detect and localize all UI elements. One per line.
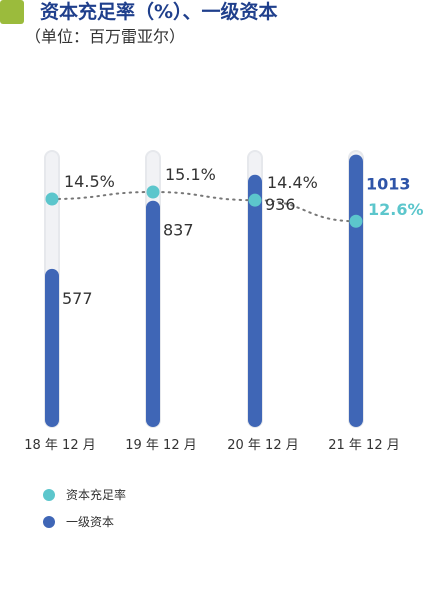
capital-label: 1013 xyxy=(366,175,411,194)
rate-label: 15.1% xyxy=(165,165,216,184)
legend-label-rate: 资本充足率 xyxy=(66,488,127,502)
legend-dot-icon-capital xyxy=(43,515,55,528)
rate-label: 12.6% xyxy=(368,200,424,219)
category-label: 18 年 12 月 xyxy=(24,438,95,453)
rate-point xyxy=(349,214,363,228)
capital-label: 936 xyxy=(265,195,296,214)
category-label: 19 年 12 月 xyxy=(125,438,196,453)
chart-subtitle: （单位：百万雷亚尔） xyxy=(25,27,186,46)
rate-label: 14.4% xyxy=(267,173,318,192)
chart-title: 资本充足率（%）、一级资本 xyxy=(40,1,278,23)
legend-label-capital: 一级资本 xyxy=(66,515,115,529)
rate-point xyxy=(45,192,59,206)
capital-bar xyxy=(349,154,363,427)
title-marker xyxy=(0,0,24,24)
capital-bar xyxy=(146,200,160,427)
category-label: 20 年 12 月 xyxy=(227,438,298,453)
capital-chart: 14.5% 15.1% 14.4% 12.6% 577 837 936 1013 18 年 12… xyxy=(24,150,424,453)
rate-dotted-line xyxy=(51,190,357,223)
capital-label: 577 xyxy=(62,289,93,308)
capital-label: 837 xyxy=(163,221,194,240)
capital-bar xyxy=(45,268,59,427)
rate-point xyxy=(146,185,160,199)
category-label: 21 年 12 月 xyxy=(328,438,399,453)
legend-dot-icon-rate xyxy=(43,488,55,501)
legend-item-capital: 一级资本 xyxy=(43,513,114,530)
rate-label: 14.5% xyxy=(64,172,115,191)
capital-bar xyxy=(248,174,262,427)
legend-item-rate: 资本充足率 xyxy=(43,486,126,503)
rate-point xyxy=(248,193,262,207)
